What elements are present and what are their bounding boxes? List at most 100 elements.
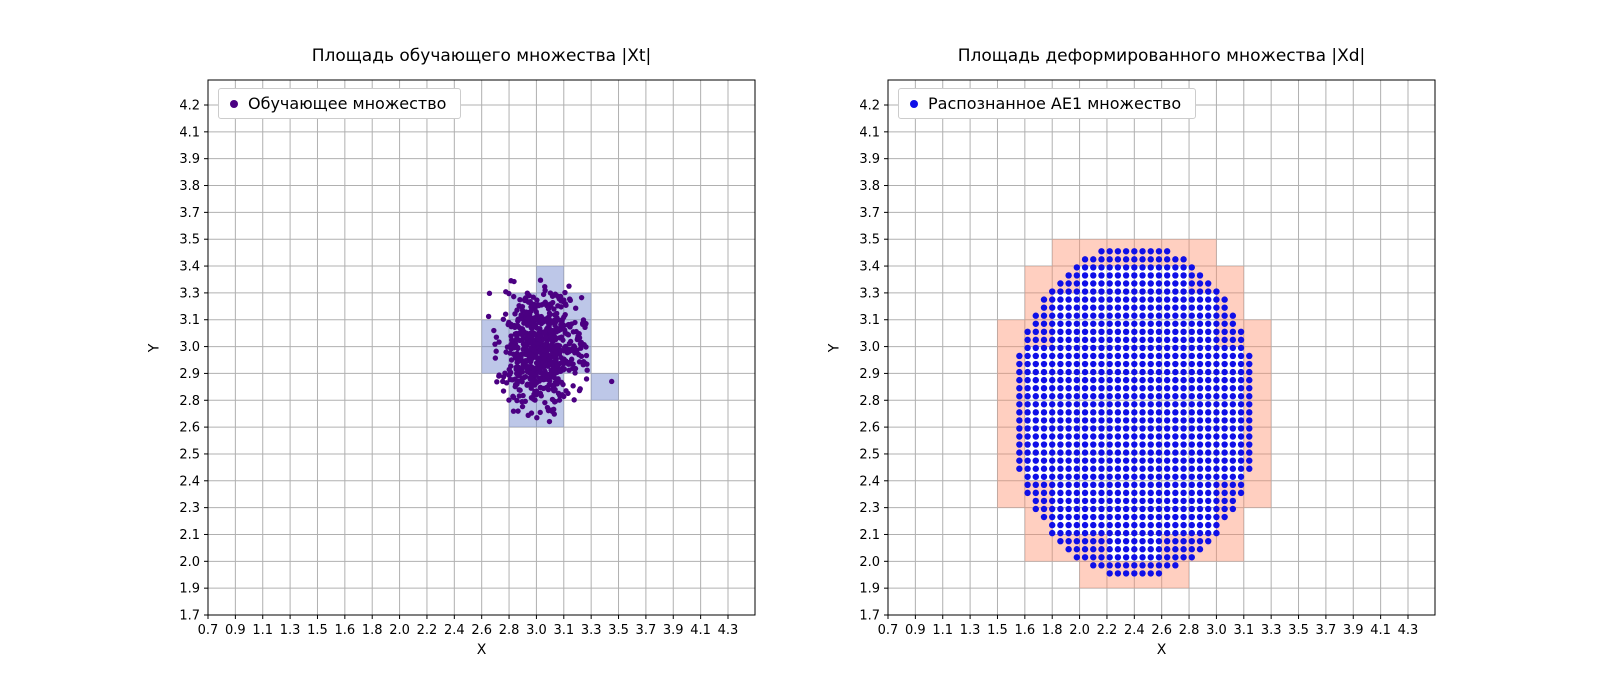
svg-text:2.0: 2.0 (859, 555, 880, 570)
data-points (1016, 248, 1253, 577)
svg-text:4.1: 4.1 (179, 125, 200, 140)
svg-text:3.0: 3.0 (179, 340, 200, 355)
svg-text:3.1: 3.1 (1233, 623, 1254, 638)
svg-text:3.1: 3.1 (553, 623, 574, 638)
svg-text:3.0: 3.0 (859, 340, 880, 355)
svg-text:3.3: 3.3 (1261, 623, 1282, 638)
svg-text:3.5: 3.5 (608, 623, 629, 638)
axis-ticks: 0.71.7 0.9 1.9 1.1 2.0 1.3 2.1 1.5 2.3 1.6 2.4 1.8 2… (179, 99, 738, 639)
svg-text:1.3: 1.3 (280, 623, 301, 638)
svg-text:3.1: 3.1 (859, 313, 880, 328)
svg-text:2.8: 2.8 (1179, 623, 1200, 638)
svg-text:3.5: 3.5 (1288, 623, 1309, 638)
svg-text:3.9: 3.9 (1343, 623, 1364, 638)
svg-text:2.4: 2.4 (179, 474, 200, 489)
svg-text:4.1: 4.1 (1370, 623, 1391, 638)
svg-text:2.3: 2.3 (179, 501, 200, 516)
svg-text:2.5: 2.5 (859, 447, 880, 462)
svg-text:2.9: 2.9 (179, 367, 200, 382)
svg-text:3.7: 3.7 (179, 206, 200, 221)
svg-text:2.6: 2.6 (1151, 623, 1172, 638)
svg-text:3.5: 3.5 (859, 233, 880, 248)
y-axis-label: Y (826, 343, 843, 353)
svg-text:2.0: 2.0 (1069, 623, 1090, 638)
svg-text:1.1: 1.1 (932, 623, 953, 638)
deformed-plot-area: 0.71.7 0.9 1.9 1.1 2.0 1.3 2.1 1.5 2.3 1.6 2.4 1.8 2… (859, 79, 1436, 639)
svg-text:2.2: 2.2 (417, 623, 438, 638)
svg-text:2.8: 2.8 (859, 394, 880, 409)
svg-text:2.6: 2.6 (471, 623, 492, 638)
svg-text:3.4: 3.4 (859, 260, 880, 275)
y-axis-label: Y (146, 343, 163, 353)
svg-text:2.8: 2.8 (499, 623, 520, 638)
legend-label: Обучающее множество (248, 94, 447, 113)
svg-text:2.6: 2.6 (859, 421, 880, 436)
svg-text:1.9: 1.9 (859, 582, 880, 597)
svg-text:1.6: 1.6 (334, 623, 355, 638)
svg-text:2.1: 2.1 (859, 528, 880, 543)
x-axis-label: X (1156, 642, 1167, 658)
svg-text:0.7: 0.7 (878, 623, 899, 638)
svg-text:3.7: 3.7 (636, 623, 657, 638)
svg-text:2.1: 2.1 (179, 528, 200, 543)
svg-text:2.4: 2.4 (859, 474, 880, 489)
svg-text:3.3: 3.3 (859, 286, 880, 301)
data-points (485, 277, 615, 425)
svg-text:1.5: 1.5 (307, 623, 328, 638)
axis-ticks: 0.71.7 0.9 1.9 1.1 2.0 1.3 2.1 1.5 2.3 1.6 2.4 1.8 2… (859, 99, 1418, 639)
training-plot-area: 0.71.7 0.9 1.9 1.1 2.0 1.3 2.1 1.5 2.3 1.6 2.4 1.8 2… (179, 79, 756, 639)
svg-text:2.4: 2.4 (444, 623, 465, 638)
svg-text:3.7: 3.7 (1316, 623, 1337, 638)
svg-text:4.3: 4.3 (1398, 623, 1419, 638)
svg-text:3.7: 3.7 (859, 206, 880, 221)
grid-lines (207, 80, 755, 616)
svg-text:1.6: 1.6 (1014, 623, 1035, 638)
training-set-chart: 0.7 1.7 0.9 1.9 1.1 2.0 1.3 2.1 1.5 2.3 1.6 2.4 1.8 2… (146, 38, 808, 698)
svg-text:4.1: 4.1 (690, 623, 711, 638)
svg-text:3.3: 3.3 (581, 623, 602, 638)
svg-text:4.3: 4.3 (718, 623, 739, 638)
svg-text:3.8: 3.8 (859, 179, 880, 194)
svg-text:2.0: 2.0 (389, 623, 410, 638)
svg-text:3.5: 3.5 (179, 233, 200, 248)
legend: Распознанное AE1 множество (898, 88, 1197, 119)
svg-text:2.6: 2.6 (179, 421, 200, 436)
legend-marker-icon (230, 99, 238, 108)
svg-text:3.4: 3.4 (179, 260, 200, 275)
svg-text:2.0: 2.0 (179, 555, 200, 570)
svg-text:3.8: 3.8 (179, 179, 200, 194)
svg-text:2.4: 2.4 (1124, 623, 1145, 638)
svg-text:1.8: 1.8 (1042, 623, 1063, 638)
x-axis-label: X (476, 642, 487, 658)
svg-text:1.1: 1.1 (252, 623, 273, 638)
svg-text:2.9: 2.9 (859, 367, 880, 382)
svg-text:0.7: 0.7 (198, 623, 219, 638)
svg-text:3.1: 3.1 (179, 313, 200, 328)
svg-text:1.5: 1.5 (987, 623, 1008, 638)
svg-text:1.9: 1.9 (179, 582, 200, 597)
svg-text:3.9: 3.9 (179, 152, 200, 167)
svg-text:1.7: 1.7 (859, 609, 880, 624)
svg-text:3.3: 3.3 (179, 286, 200, 301)
svg-text:4.1: 4.1 (859, 125, 880, 140)
legend: Обучающее множество (218, 88, 462, 119)
svg-text:4.2: 4.2 (859, 99, 880, 114)
chart-title: Площадь деформированного множества |Xd| (957, 46, 1366, 66)
svg-text:3.9: 3.9 (663, 623, 684, 638)
legend-marker-icon (910, 99, 918, 108)
svg-text:3.0: 3.0 (1206, 623, 1227, 638)
chart-title: Площадь обучающего множества |Xt| (311, 46, 652, 66)
svg-text:2.8: 2.8 (179, 394, 200, 409)
svg-text:1.3: 1.3 (960, 623, 981, 638)
svg-text:0.9: 0.9 (225, 623, 246, 638)
legend-label: Распознанное AE1 множество (928, 94, 1182, 113)
svg-text:3.0: 3.0 (526, 623, 547, 638)
svg-text:4.2: 4.2 (179, 99, 200, 114)
svg-text:2.3: 2.3 (859, 501, 880, 516)
svg-text:3.9: 3.9 (859, 152, 880, 167)
svg-text:0.9: 0.9 (905, 623, 926, 638)
svg-text:2.2: 2.2 (1097, 623, 1118, 638)
deformed-set-chart: 0.7 1.7 0.9 1.9 1.1 2.0 1.3 2.1 1.5 2.3 1.6 2.4 1.8 2… (826, 38, 1488, 698)
svg-text:2.5: 2.5 (179, 447, 200, 462)
svg-text:1.7: 1.7 (179, 609, 200, 624)
